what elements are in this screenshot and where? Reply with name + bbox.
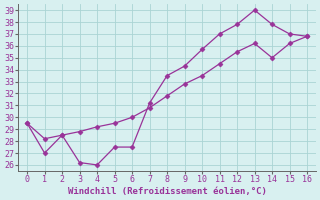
X-axis label: Windchill (Refroidissement éolien,°C): Windchill (Refroidissement éolien,°C) [68,187,267,196]
